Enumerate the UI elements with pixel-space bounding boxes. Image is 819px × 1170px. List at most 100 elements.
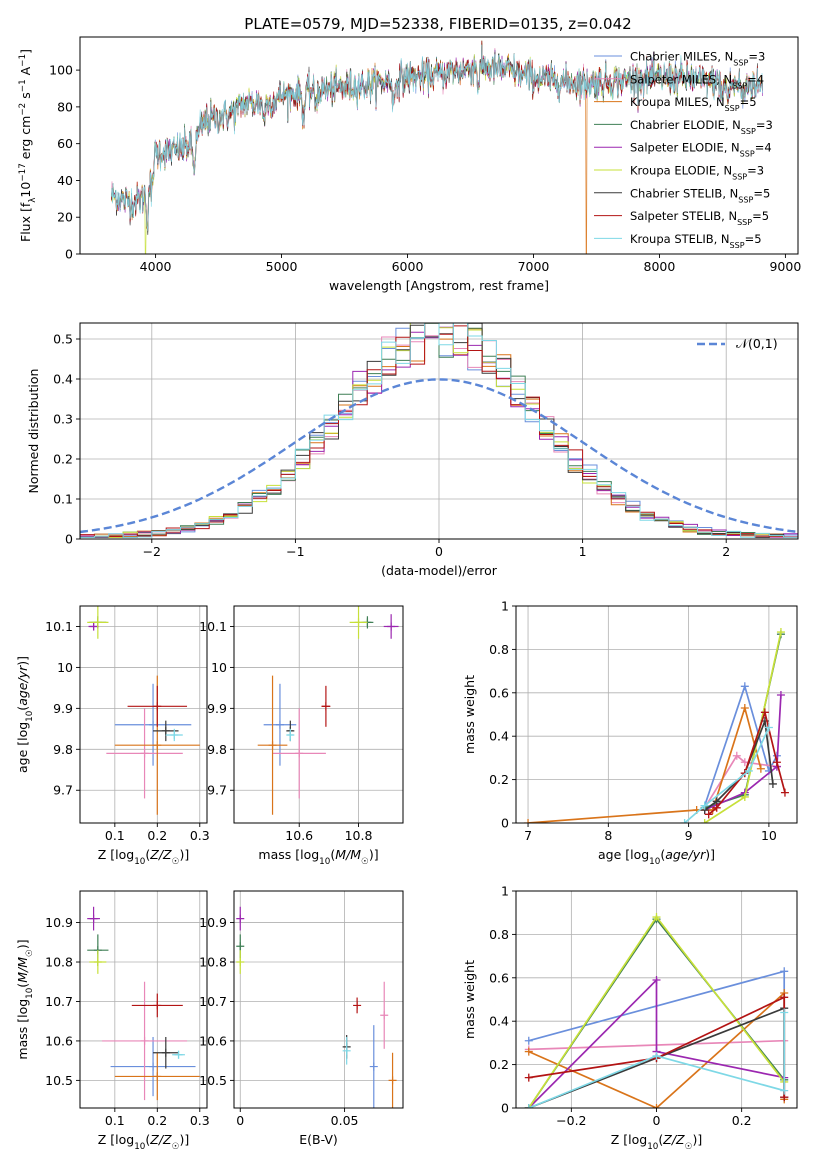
- y-tick-label: 0.5: [53, 332, 73, 347]
- plot-area: [236, 906, 397, 1108]
- x-tick-label: 0.2: [147, 1113, 167, 1128]
- data-point: [149, 720, 158, 729]
- y-tick-label: 1: [501, 599, 509, 614]
- data-point: [153, 741, 162, 750]
- data-point: [236, 942, 245, 951]
- x-tick-label: 5000: [266, 259, 298, 274]
- data-point: [780, 1008, 789, 1017]
- data-point: [764, 723, 773, 732]
- x-tick-label: 8: [604, 828, 612, 843]
- y-tick-label: 10.7: [45, 994, 73, 1009]
- data-point: [524, 1073, 533, 1082]
- data-point: [380, 1011, 389, 1020]
- y-tick-label: 0.4: [53, 372, 73, 387]
- series-line-kroupa-miles: [527, 704, 762, 823]
- data-point: [153, 702, 162, 711]
- data-point: [780, 788, 789, 797]
- plot-area: [87, 606, 200, 815]
- y-axis-label: Normed distribution: [26, 369, 41, 494]
- data-point: [524, 1047, 533, 1056]
- axes-mass_vs_ebv: 0 0.05 10.5 10.6 10.7 10.8 10.9 E(B-V): [199, 890, 404, 1147]
- histogram-kroupa-stelib: [80, 323, 798, 539]
- data-point: [93, 618, 102, 627]
- y-tick-label: 0.1: [53, 492, 73, 507]
- y-tick-label: 80: [57, 99, 73, 114]
- y-tick-label: 0.8: [489, 927, 509, 942]
- axes-mass_vs_z: 0.1 0.2 0.3 10.5 10.6 10.7 10.8 10.9 Z [log10(Z/…: [15, 890, 210, 1152]
- data-point: [740, 682, 749, 691]
- data-point: [275, 720, 284, 729]
- data-point: [524, 1036, 533, 1045]
- y-tick-label: 10.8: [199, 955, 227, 970]
- data-point: [268, 741, 277, 750]
- data-point: [700, 819, 709, 823]
- y-tick-label: 20: [57, 210, 73, 225]
- data-point: [704, 810, 713, 819]
- legend-label: Kroupa ELODIE, NSSP=3: [630, 164, 764, 182]
- series-line-kroupa-stelib: [684, 727, 770, 823]
- y-tick-label: 9.8: [53, 742, 73, 757]
- axes-age_vs_mass: 10.6 10.8 9.7 9.8 9.9 10 10.1 mass [log10(M/M☉)…: [199, 605, 404, 867]
- y-axis-label: Flux [fλ10−17 erg cm−2 s−1 A−1]: [18, 49, 38, 242]
- x-tick-label: −2: [143, 544, 161, 559]
- data-point: [89, 622, 98, 631]
- legend-label: Salpeter MILES, NSSP=4: [630, 72, 764, 90]
- y-tick-label: 10.1: [45, 619, 73, 634]
- data-point: [354, 618, 363, 627]
- x-axis-label: age [log10(age/yr)]: [598, 847, 715, 867]
- axes-frame: 4000 5000 6000 7000 8000 9000 0 20 40 60 80 100 wave…: [18, 36, 801, 293]
- y-tick-label: 9.7: [207, 783, 227, 798]
- y-tick-label: 0.6: [489, 970, 509, 985]
- data-point: [744, 766, 753, 775]
- data-point: [740, 758, 749, 767]
- chart-title: PLATE=0579, MJD=52338, FIBERID=0135, z=0…: [244, 15, 631, 33]
- legend-label: Kroupa MILES, NSSP=5: [630, 95, 757, 113]
- y-tick-label: 0.4: [489, 729, 509, 744]
- axes-mass_weight_vs_age: 7 8 9 10 0 0.2 0.4 0.6 0.8 1 age [log10(age/yr)] ma…: [462, 599, 798, 867]
- data-point: [756, 764, 765, 773]
- y-tick-label: 0.2: [489, 1057, 509, 1072]
- data-point: [161, 1048, 170, 1057]
- x-tick-label: 0.3: [190, 1113, 210, 1128]
- x-tick-label: 6000: [392, 259, 424, 274]
- data-point: [388, 1076, 397, 1085]
- legend-label: 𝒩(0,1): [736, 336, 778, 351]
- plot-area: [257, 606, 399, 815]
- axes-border: [515, 605, 798, 824]
- series-line-salpeter-stelib: [708, 709, 786, 815]
- plot-area: [111, 40, 763, 254]
- y-tick-label: 10.7: [199, 994, 227, 1009]
- data-point: [170, 730, 179, 739]
- plot-area: [524, 628, 789, 823]
- data-point: [776, 628, 785, 637]
- x-tick-label: −1: [286, 544, 304, 559]
- y-tick-label: 0: [501, 816, 509, 831]
- series-line-chabrier-elodie: [704, 634, 782, 809]
- data-point: [286, 730, 295, 739]
- legend-label: Salpeter STELIB, NSSP=5: [630, 209, 769, 227]
- data-point: [652, 975, 661, 984]
- data-point: [780, 993, 789, 1002]
- x-tick-label: 9: [685, 828, 693, 843]
- data-point: [174, 1050, 183, 1059]
- axes-spectrum: 4000 5000 6000 7000 8000 9000 0 20 40 60 80 100 wave…: [18, 36, 801, 293]
- x-axis-label: wavelength [Angstrom, rest frame]: [329, 278, 549, 293]
- data-point: [524, 1104, 533, 1108]
- data-point: [652, 1051, 661, 1060]
- y-axis-label: mass weight: [462, 960, 477, 1039]
- spectrum-line-kroupa-stelib: [111, 44, 763, 232]
- series-line-salpeter-elodie: [528, 977, 785, 1108]
- x-tick-label: 1: [579, 544, 587, 559]
- y-tick-label: 0.6: [489, 685, 509, 700]
- x-tick-label: 0.05: [331, 1113, 359, 1128]
- data-point: [712, 803, 721, 812]
- y-tick-label: 0.2: [489, 772, 509, 787]
- x-tick-label: 0.3: [190, 828, 210, 843]
- data-point: [652, 1104, 661, 1108]
- axes-frame: 0.1 0.2 0.3 9.7 9.8 9.9 10 10.1 Z [log10(Z/Z☉)] a…: [15, 605, 210, 867]
- y-tick-label: 40: [57, 173, 73, 188]
- data-point: [321, 702, 330, 711]
- axes-frame: 0.1 0.2 0.3 10.5 10.6 10.7 10.8 10.9 Z [log10(Z/…: [15, 890, 210, 1152]
- x-tick-label: 0: [435, 544, 443, 559]
- data-point: [732, 751, 741, 760]
